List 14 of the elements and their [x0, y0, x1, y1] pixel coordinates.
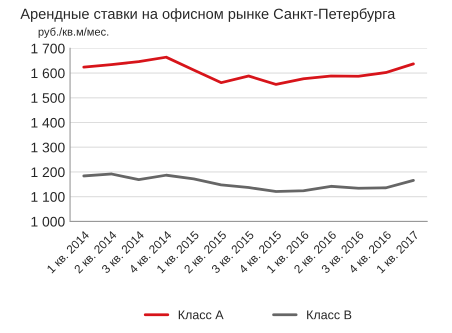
legend-label: Класс А — [178, 310, 224, 320]
y-tick-label: 1 500 — [32, 93, 65, 103]
y-tick-label: 1 300 — [32, 142, 65, 152]
y-tick-label: 1 000 — [32, 216, 65, 227]
line-series — [82, 56, 415, 86]
y-axis-title: руб./кв.м/мес. — [38, 27, 108, 38]
legend-label: Класс В — [307, 310, 352, 320]
line-series — [82, 172, 415, 193]
y-tick-label: 1 100 — [32, 192, 65, 202]
chart-title: Арендные ставки на офисном рынке Санкт-Петербурга — [20, 8, 396, 22]
y-tick-label: 1 600 — [32, 68, 65, 78]
y-tick-label: 1 200 — [32, 167, 65, 178]
y-tick-label: 1 700 — [32, 44, 65, 54]
y-tick-label: 1 400 — [32, 118, 65, 128]
